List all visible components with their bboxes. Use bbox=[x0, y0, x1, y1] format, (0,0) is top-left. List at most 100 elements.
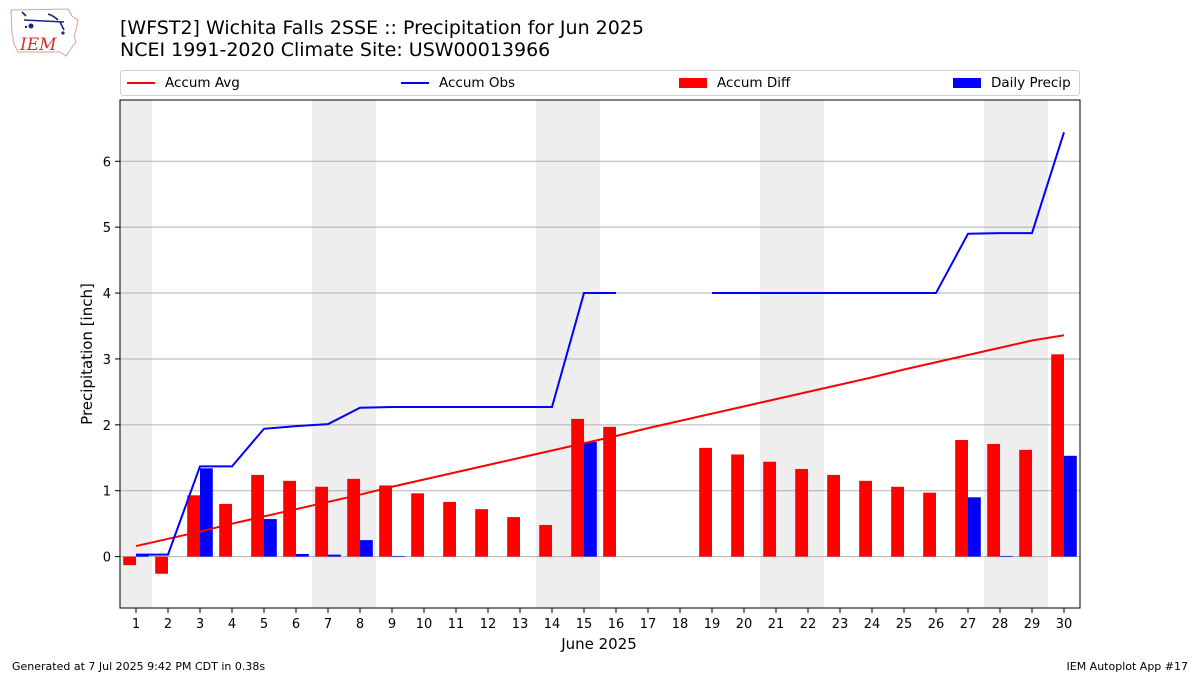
daily-precip-bar bbox=[584, 441, 597, 557]
accum-diff-bar bbox=[891, 486, 904, 557]
x-tick-label: 5 bbox=[260, 617, 268, 632]
weather-vane-icon bbox=[21, 11, 65, 31]
accum-diff-bar bbox=[827, 474, 840, 557]
accum-diff-bar bbox=[123, 556, 136, 566]
x-axis-label: June 2025 bbox=[560, 635, 637, 653]
x-tick-label: 1 bbox=[132, 617, 140, 632]
x-tick-label: 9 bbox=[388, 617, 396, 632]
y-tick-label: 6 bbox=[103, 155, 111, 170]
daily-precip-bar bbox=[1064, 455, 1077, 557]
accum-obs-line bbox=[136, 292, 616, 556]
x-tick-label: 24 bbox=[864, 617, 881, 632]
plot-frame bbox=[119, 99, 1081, 609]
x-tick-label: 11 bbox=[448, 617, 465, 632]
x-tick-label: 2 bbox=[164, 617, 172, 632]
x-tick-label: 27 bbox=[960, 617, 977, 632]
y-tick-label: 2 bbox=[103, 419, 111, 434]
accum-obs-line bbox=[712, 131, 1065, 295]
accum-diff-bar bbox=[347, 478, 360, 557]
footer-app: IEM Autoplot App #17 bbox=[1066, 660, 1189, 673]
legend-item-accum-obs: Accum Obs bbox=[401, 74, 515, 92]
y-tick-label: 1 bbox=[103, 485, 111, 500]
daily-precip-bar bbox=[264, 519, 277, 557]
chart-legend: Accum Avg Accum Obs Accum Diff Daily Pre… bbox=[120, 70, 1080, 96]
legend-swatch bbox=[679, 78, 707, 88]
legend-swatch bbox=[953, 78, 981, 88]
x-tick-label: 13 bbox=[512, 617, 529, 632]
daily-precip-bar bbox=[968, 497, 981, 557]
x-tick-label: 30 bbox=[1056, 617, 1073, 632]
x-tick-label: 10 bbox=[416, 617, 433, 632]
logo-text: IEM bbox=[19, 35, 57, 55]
accum-diff-bar bbox=[155, 556, 168, 574]
accum-diff-bar bbox=[219, 503, 232, 557]
chart-title: [WFST2] Wichita Falls 2SSE :: Precipitat… bbox=[120, 17, 645, 39]
x-tick-label: 8 bbox=[356, 617, 364, 632]
accum-diff-bar bbox=[315, 486, 328, 557]
accum-avg-line bbox=[135, 334, 1065, 548]
legend-label: Accum Diff bbox=[717, 75, 791, 91]
y-tick-label: 0 bbox=[103, 551, 111, 566]
daily-precip-bar bbox=[328, 554, 341, 557]
daily-precip-bar bbox=[296, 553, 309, 557]
x-tick-label: 22 bbox=[800, 617, 817, 632]
daily-precip-bar bbox=[360, 540, 373, 557]
accum-diff-bar bbox=[731, 454, 744, 557]
accum-diff-bar bbox=[475, 509, 488, 557]
y-tick-label: 5 bbox=[103, 221, 111, 236]
legend-item-accum-diff: Accum Diff bbox=[679, 74, 790, 92]
daily-precip-bar bbox=[200, 468, 213, 557]
daily-precip-bar bbox=[392, 555, 405, 557]
accum-diff-bar bbox=[763, 461, 776, 557]
accum-diff-bar bbox=[443, 501, 456, 557]
x-tick-label: 28 bbox=[992, 617, 1009, 632]
y-tick-label: 3 bbox=[103, 353, 111, 368]
accum-diff-bar bbox=[283, 480, 296, 557]
accum-diff-bar bbox=[955, 439, 968, 557]
legend-swatch bbox=[127, 82, 155, 84]
footer-generated: Generated at 7 Jul 2025 9:42 PM CDT in 0… bbox=[12, 660, 266, 673]
accum-diff-bar bbox=[1051, 354, 1064, 557]
x-tick-label: 14 bbox=[544, 617, 561, 632]
x-tick-label: 25 bbox=[896, 617, 913, 632]
accum-diff-bar bbox=[603, 426, 616, 557]
accum-diff-bar bbox=[251, 474, 264, 557]
y-axis-label: Precipitation [inch] bbox=[78, 283, 96, 425]
accum-diff-bar bbox=[539, 524, 552, 557]
y-tick-label: 4 bbox=[103, 287, 111, 302]
x-tick-label: 12 bbox=[480, 617, 497, 632]
weekend-shade bbox=[120, 100, 152, 608]
x-tick-label: 6 bbox=[292, 617, 300, 632]
accum-diff-bar bbox=[379, 485, 392, 557]
legend-label: Daily Precip bbox=[991, 75, 1071, 91]
accum-diff-bar bbox=[859, 480, 872, 557]
x-tick-label: 18 bbox=[672, 617, 689, 632]
legend-label: Accum Avg bbox=[165, 75, 240, 91]
x-tick-label: 7 bbox=[324, 617, 332, 632]
legend-item-daily-precip: Daily Precip bbox=[953, 74, 1071, 92]
x-tick-label: 4 bbox=[228, 617, 236, 632]
accum-diff-bar bbox=[187, 495, 200, 557]
accum-diff-bar bbox=[699, 447, 712, 557]
x-tick-label: 19 bbox=[704, 617, 721, 632]
legend-label: Accum Obs bbox=[439, 75, 516, 91]
x-tick-label: 23 bbox=[832, 617, 849, 632]
x-tick-label: 26 bbox=[928, 617, 945, 632]
x-tick-label: 3 bbox=[196, 617, 204, 632]
x-tick-label: 15 bbox=[576, 617, 593, 632]
legend-item-accum-avg: Accum Avg bbox=[127, 74, 240, 92]
chart-subtitle: NCEI 1991-2020 Climate Site: USW00013966 bbox=[120, 39, 551, 61]
x-tick-label: 17 bbox=[640, 617, 657, 632]
accum-diff-bar bbox=[923, 492, 936, 557]
x-tick-label: 29 bbox=[1024, 617, 1041, 632]
x-tick-label: 16 bbox=[608, 617, 625, 632]
accum-diff-bar bbox=[1019, 449, 1032, 557]
x-tick-label: 21 bbox=[768, 617, 785, 632]
iem-logo: IEM bbox=[10, 8, 79, 57]
accum-diff-bar bbox=[507, 517, 520, 557]
accum-diff-bar bbox=[411, 493, 424, 557]
legend-swatch bbox=[401, 82, 429, 84]
daily-precip-bar bbox=[1000, 555, 1013, 557]
accum-diff-bar bbox=[571, 418, 584, 557]
